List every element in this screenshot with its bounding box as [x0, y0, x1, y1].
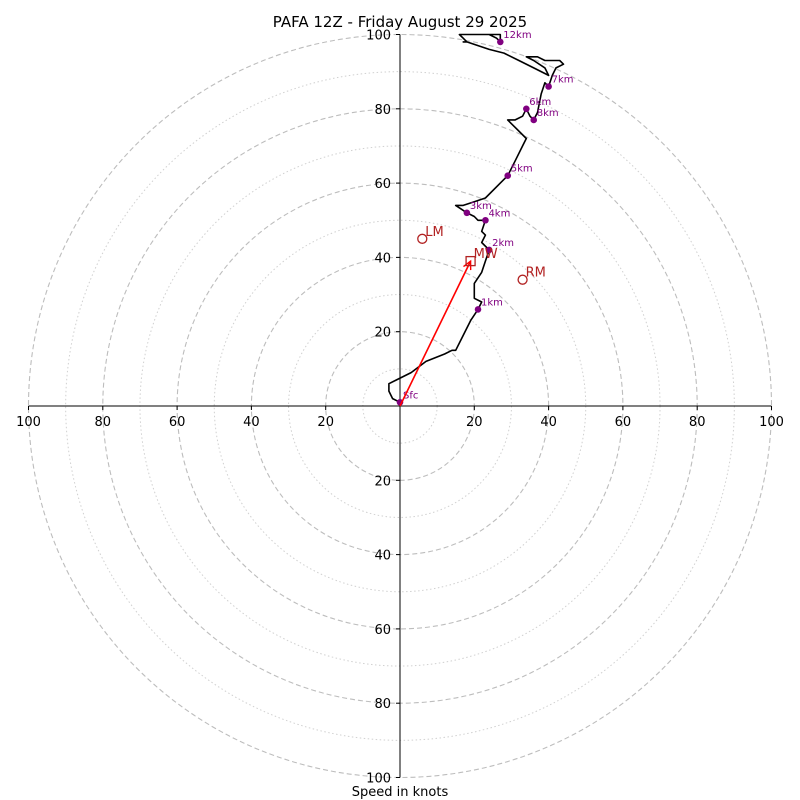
- y-tick-label: 40: [374, 251, 391, 266]
- y-tick-label: 80: [374, 103, 391, 118]
- storm-label-LM: LM: [425, 225, 443, 240]
- x-axis-label: Speed in knots: [352, 785, 449, 800]
- height-marker-2km: [485, 246, 493, 254]
- x-tick-label: 40: [540, 415, 557, 430]
- height-marker-7km: [545, 83, 552, 90]
- height-label-6km: 6km: [529, 97, 551, 108]
- y-tick-label: 100: [366, 29, 391, 44]
- y-tick-label: 40: [374, 549, 391, 564]
- height-marker-5km: [504, 172, 512, 179]
- y-tick-label: 100: [366, 772, 391, 787]
- height-label-Sfc: Sfc: [403, 390, 418, 401]
- y-tick-label: 60: [374, 177, 391, 192]
- height-label-4km: 4km: [488, 208, 510, 219]
- height-label-5km: 5km: [511, 164, 533, 175]
- y-tick-label: 80: [374, 697, 391, 712]
- height-label-2km: 2km: [492, 238, 514, 249]
- storm-motion: LM MW RM: [399, 225, 546, 407]
- y-tick-label: 60: [374, 623, 391, 638]
- height-marker-1km: [474, 306, 482, 313]
- x-tick-label: 60: [169, 415, 186, 430]
- storm-label-MW: MW: [474, 247, 498, 262]
- y-tick-label: 20: [374, 326, 391, 341]
- x-tick-label: 100: [759, 415, 784, 430]
- height-label-12km: 12km: [503, 30, 531, 41]
- height-marker-4km: [482, 216, 489, 224]
- height-marker-6km: [523, 105, 530, 113]
- height-label-1km: 1km: [481, 297, 503, 308]
- storm-marker-MW: [465, 255, 476, 267]
- storm-marker-LM: [417, 233, 428, 244]
- x-tick-label: 40: [243, 415, 260, 430]
- height-label-7km: 7km: [552, 75, 574, 86]
- mean-wind-vector: [399, 260, 472, 407]
- height-marker-12km: [497, 38, 504, 46]
- chart-title: PAFA 12Z - Friday August 29 2025: [273, 13, 527, 31]
- y-tick-label: 20: [374, 474, 391, 489]
- x-tick-label: 80: [689, 415, 706, 430]
- x-tick-label: 80: [95, 415, 112, 430]
- wind-profile: [388, 33, 565, 404]
- x-tick-label: 100: [16, 415, 41, 430]
- axis-ticks: 100 80 60 40 20 20 40 60 80 100 100 80 60 40 20 20 40 60 8…: [16, 29, 784, 787]
- height-label-3km: 3km: [470, 201, 492, 212]
- storm-label-RM: RM: [526, 266, 546, 281]
- storm-marker-RM: [517, 274, 528, 285]
- x-tick-label: 20: [466, 415, 483, 430]
- height-label-8km: 8km: [537, 108, 559, 119]
- x-tick-label: 60: [615, 415, 632, 430]
- wind-profile-line: [388, 33, 565, 404]
- x-tick-label: 20: [317, 415, 334, 430]
- height-marker-3km: [463, 209, 471, 217]
- height-marker-8km: [530, 116, 538, 124]
